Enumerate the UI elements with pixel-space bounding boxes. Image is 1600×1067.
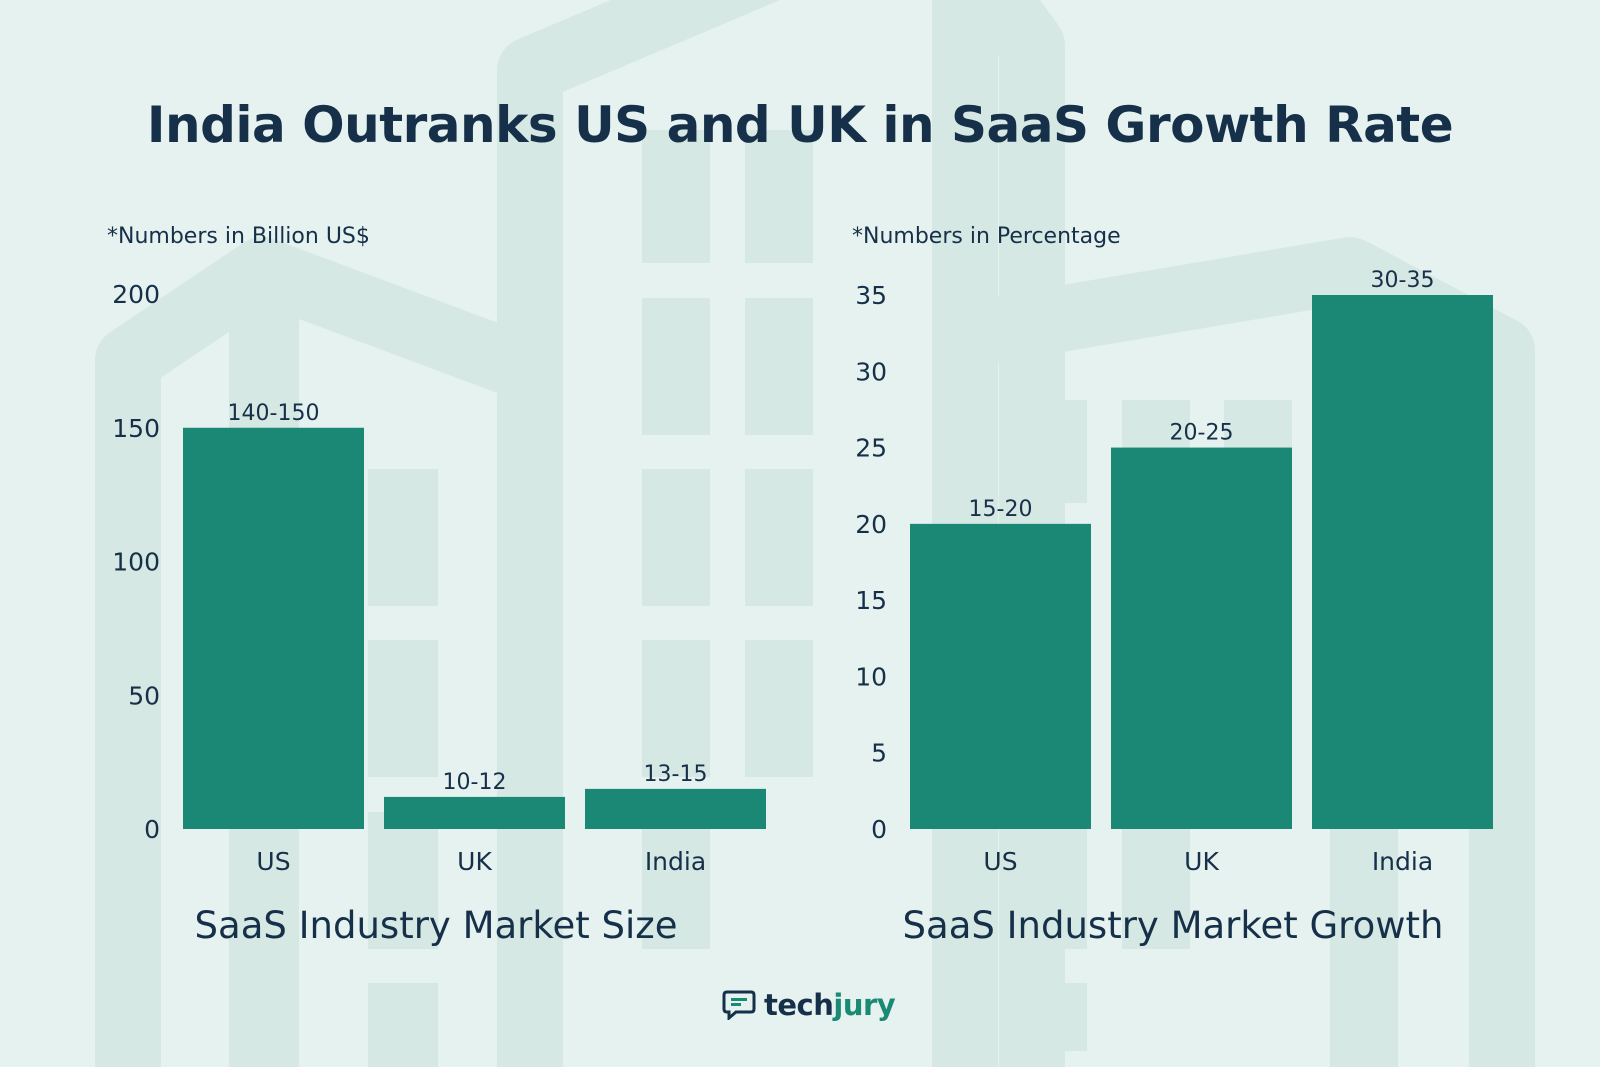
page-title: India Outranks US and UK in SaaS Growth … (146, 96, 1454, 154)
chart-2-y-tick-label: 15 (855, 586, 887, 615)
chart-2-y-tick-label: 25 (855, 434, 887, 463)
chart-2-data-label: 30-35 (1371, 268, 1435, 293)
chart-2-bar-us (910, 523, 1091, 829)
chart-2-note: *Numbers in Percentage (852, 224, 1121, 249)
chart-1-x-tick-label: India (645, 847, 706, 876)
chart-1-y-tick-label: 150 (112, 414, 160, 443)
brand-name-part1: tech (764, 988, 834, 1022)
chart-1-note: *Numbers in Billion US$ (107, 224, 370, 249)
chart-1-data-label: 13-15 (644, 762, 708, 787)
chart-2-y-tick-label: 30 (855, 357, 887, 386)
chart-1-x-tick-label: US (256, 847, 290, 876)
chart-2-data-label: 20-25 (1170, 421, 1234, 446)
chart-1-bar-us (183, 427, 364, 829)
chart-2-y-tick-label: 5 (871, 739, 887, 768)
chart-1-data-label: 140-150 (228, 401, 320, 426)
chart-2-bar-uk (1111, 447, 1292, 829)
chart-1-x-tick-label: UK (457, 847, 492, 876)
chart-2-y-tick-label: 35 (855, 281, 887, 310)
chart-2-x-tick-label: US (983, 847, 1017, 876)
brand-name-part2: jury (833, 988, 896, 1022)
chat-bubble-icon (722, 990, 756, 1020)
chart-1-y-tick-label: 200 (112, 280, 160, 309)
chart-1-y-tick-label: 50 (128, 681, 160, 710)
chart-2-y-tick-label: 0 (871, 815, 887, 844)
chart-2-y-tick-label: 10 (855, 662, 887, 691)
chart-1-y-tick-label: 0 (144, 815, 160, 844)
chart-1-bar-india (585, 788, 766, 829)
chart-1-title: SaaS Industry Market Size (195, 904, 678, 947)
chart-2-y-tick-label: 20 (855, 510, 887, 539)
brand-name: techjury (764, 988, 896, 1022)
chart-1-bar-uk (384, 796, 565, 829)
chart-2-data-label: 15-20 (969, 497, 1033, 522)
brand-logo: techjury (722, 988, 896, 1022)
chart-2-x-tick-label: UK (1184, 847, 1219, 876)
chart-2-bar-india (1312, 295, 1493, 829)
chart-2-title: SaaS Industry Market Growth (903, 904, 1444, 947)
chart-1-data-label: 10-12 (443, 770, 507, 795)
chart-2-x-tick-label: India (1372, 847, 1433, 876)
chart-1-y-tick-label: 100 (112, 548, 160, 577)
